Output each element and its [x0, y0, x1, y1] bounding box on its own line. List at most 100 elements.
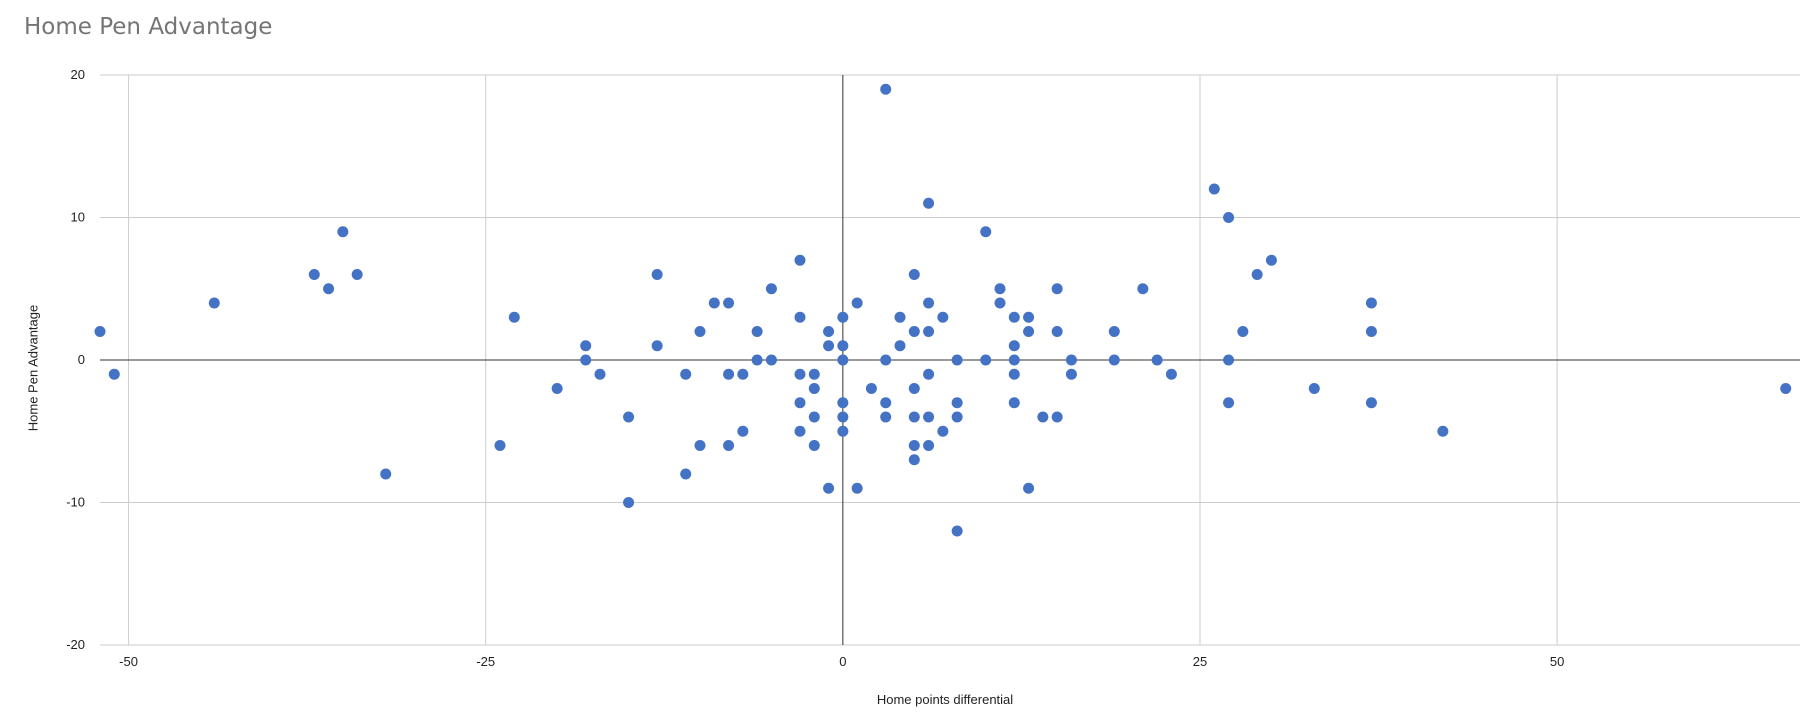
data-point	[737, 425, 749, 437]
data-point	[765, 354, 777, 366]
data-point	[1023, 482, 1035, 494]
data-point	[308, 269, 320, 280]
data-point	[837, 311, 849, 323]
data-point	[580, 354, 592, 366]
data-point	[351, 269, 363, 280]
y-tick-label: -20	[66, 637, 85, 652]
data-point	[208, 297, 220, 309]
data-point	[751, 326, 763, 337]
data-point	[794, 254, 806, 266]
data-point	[951, 525, 963, 537]
data-point	[923, 368, 935, 380]
data-point	[1165, 368, 1177, 380]
data-point	[1237, 326, 1249, 337]
data-point	[837, 425, 849, 437]
data-point	[1223, 354, 1235, 366]
data-point	[794, 397, 806, 409]
data-point	[880, 83, 892, 95]
data-point	[1008, 340, 1020, 352]
data-point	[680, 368, 692, 380]
x-tick-label: -50	[119, 654, 138, 669]
data-point	[880, 411, 892, 423]
data-point	[323, 283, 335, 295]
data-point	[794, 311, 806, 323]
data-point	[808, 411, 820, 423]
data-point	[1151, 354, 1163, 366]
data-point	[908, 269, 920, 280]
data-point	[980, 226, 992, 238]
data-point	[908, 326, 920, 337]
data-point	[794, 368, 806, 380]
x-tick-label: 50	[1550, 654, 1564, 669]
data-point	[551, 383, 563, 394]
data-point	[751, 354, 763, 366]
data-point	[937, 311, 949, 323]
data-point	[1108, 326, 1120, 337]
data-point	[994, 297, 1006, 309]
data-point	[680, 468, 692, 480]
data-point	[1037, 411, 1049, 423]
data-point	[808, 383, 820, 394]
data-point	[580, 340, 592, 352]
data-point	[1251, 269, 1263, 280]
data-point	[880, 397, 892, 409]
data-point	[723, 440, 735, 451]
data-point	[1365, 326, 1377, 337]
x-tick-label: 0	[839, 654, 846, 669]
data-point	[1008, 311, 1020, 323]
data-point	[851, 482, 863, 494]
data-point	[951, 354, 963, 366]
data-point	[865, 383, 877, 394]
data-point	[623, 497, 635, 508]
data-point	[708, 297, 720, 309]
data-point	[1223, 397, 1235, 409]
data-point	[823, 482, 835, 494]
data-point	[1065, 368, 1077, 380]
data-point	[1051, 283, 1063, 295]
data-point	[1365, 397, 1377, 409]
data-point	[837, 354, 849, 366]
data-point	[894, 311, 906, 323]
y-tick-label: 10	[71, 210, 85, 225]
y-tick-label: 20	[71, 67, 85, 82]
data-point	[1308, 383, 1320, 394]
y-tick-label: -10	[66, 495, 85, 510]
data-point	[994, 283, 1006, 295]
data-point	[1265, 254, 1277, 266]
data-point	[808, 368, 820, 380]
data-point	[980, 354, 992, 366]
x-axis-label: Home points differential	[876, 692, 1014, 707]
data-point	[494, 440, 506, 451]
data-point	[1365, 297, 1377, 309]
data-point	[1137, 283, 1149, 295]
data-point	[1065, 354, 1077, 366]
data-point	[851, 297, 863, 309]
data-point	[594, 368, 606, 380]
data-point	[651, 269, 663, 280]
data-point	[951, 397, 963, 409]
data-point	[923, 197, 935, 209]
data-point	[623, 411, 635, 423]
data-point	[823, 326, 835, 337]
data-point	[923, 440, 935, 451]
data-point	[923, 411, 935, 423]
data-point	[880, 354, 892, 366]
data-point	[1008, 368, 1020, 380]
data-point	[1437, 425, 1449, 437]
data-point	[1051, 411, 1063, 423]
data-point	[380, 468, 392, 480]
data-point	[765, 283, 777, 295]
data-point	[108, 368, 120, 380]
x-tick-label: -25	[476, 654, 495, 669]
data-point	[694, 326, 706, 337]
data-point	[808, 440, 820, 451]
data-point	[694, 440, 706, 451]
data-point	[823, 340, 835, 352]
data-point	[837, 411, 849, 423]
data-point	[94, 326, 106, 337]
data-point	[923, 297, 935, 309]
data-point	[1023, 311, 1035, 323]
data-point	[1008, 354, 1020, 366]
